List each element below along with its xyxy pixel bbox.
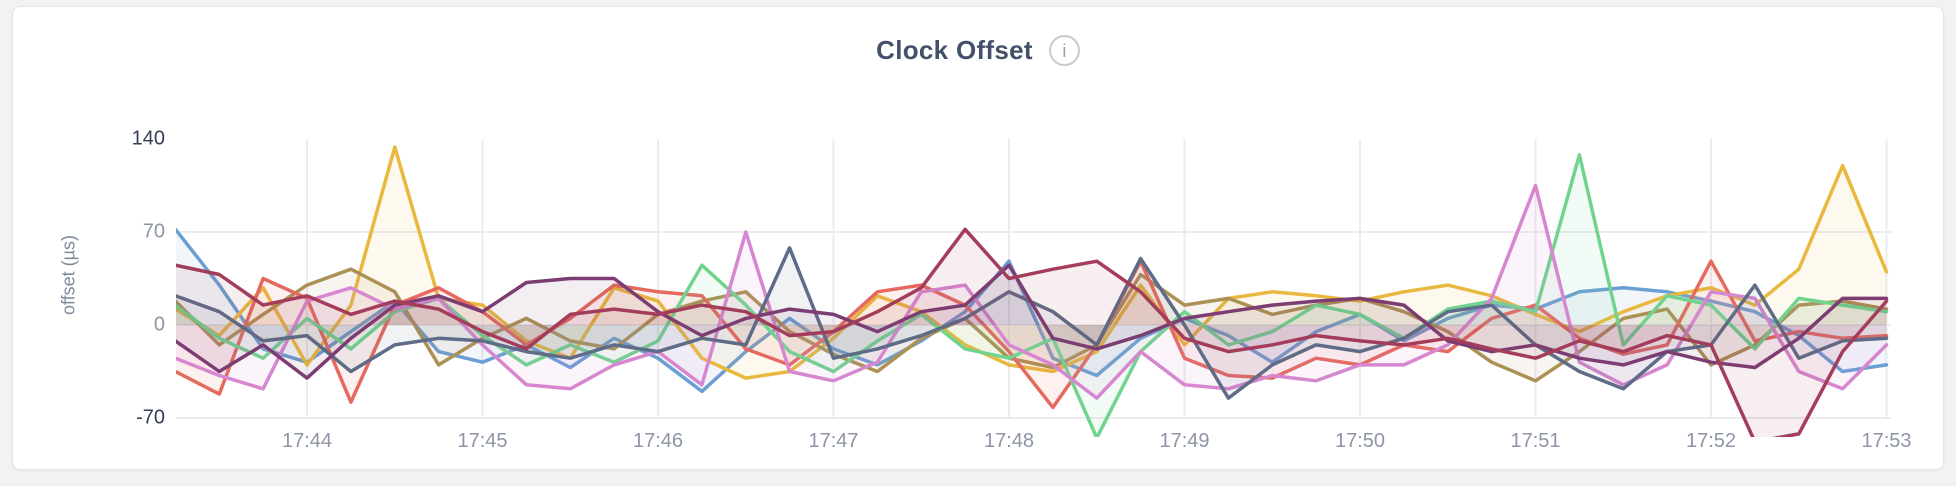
chart-title: Clock Offset (876, 35, 1033, 65)
clock-offset-chart[interactable] (176, 102, 1891, 437)
x-tick-label: 17:50 (1334, 430, 1386, 452)
clock-offset-card: Clock Offset i offset (µs) 140 70 0 -70 17:… (12, 6, 1944, 470)
x-tick-label: 17:53 (1861, 430, 1912, 452)
x-tick-label: 17:48 (983, 430, 1035, 452)
y-tick-label: 70 (142, 220, 165, 243)
line-series-3 (176, 267, 1889, 383)
area-series-9 (176, 229, 1887, 437)
y-axis-label: offset (µs) (58, 234, 79, 316)
area-series-8 (176, 265, 1887, 379)
y-tick-label: -70 (136, 406, 165, 429)
line-series-5 (176, 153, 1889, 437)
x-tick-label: 17:45 (457, 430, 508, 452)
area-series-4 (176, 261, 1887, 408)
area-series-5 (176, 154, 1887, 437)
area-series-3 (176, 269, 1887, 381)
area-series-7 (176, 247, 1887, 399)
info-icon[interactable]: i (1048, 35, 1080, 66)
line-series-1 (176, 227, 1889, 394)
x-tick-label: 17:44 (281, 430, 333, 452)
line-series-8 (176, 263, 1889, 380)
y-tick-label: 140 (131, 127, 165, 150)
area-series-6 (176, 185, 1887, 399)
x-tick-label: 17:47 (808, 430, 859, 452)
x-tick-label: 17:46 (632, 430, 684, 452)
line-series-2 (176, 145, 1889, 380)
x-tick-label: 17:51 (1510, 430, 1561, 452)
x-tick-label: 17:52 (1685, 430, 1737, 452)
chart-header: Clock Offset i (13, 35, 1943, 66)
area-series-2 (176, 147, 1887, 379)
y-tick-label: 0 (153, 313, 165, 336)
line-series-9 (176, 227, 1889, 437)
x-tick-label: 17:49 (1159, 430, 1210, 452)
